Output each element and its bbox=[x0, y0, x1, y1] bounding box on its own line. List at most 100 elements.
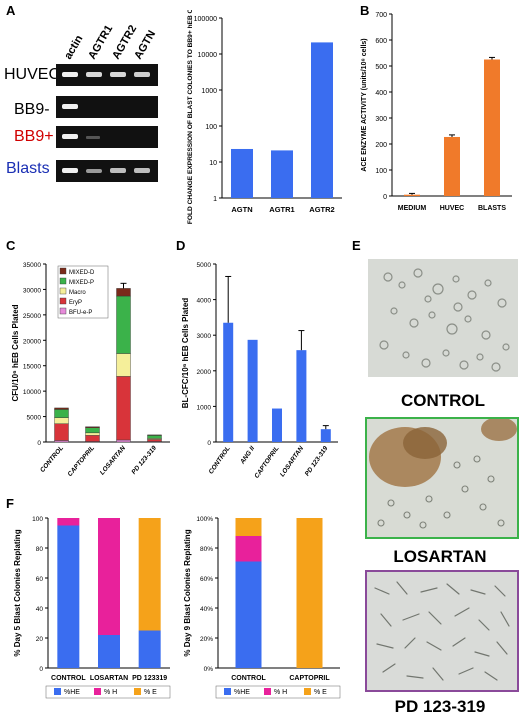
y-tick-label: 200 bbox=[375, 142, 387, 149]
legend-label: BFU-e-P bbox=[69, 310, 92, 316]
x-tick-label: AGTN bbox=[231, 205, 252, 214]
stacked-bar-segment bbox=[57, 518, 80, 526]
bar bbox=[271, 150, 293, 198]
x-tick-label: CAPTOPRIL bbox=[67, 445, 96, 478]
stacked-bar-segment bbox=[116, 439, 131, 443]
y-axis-title: ACE ENZYME ACTIVITY (units/10⁸ cells) bbox=[361, 38, 368, 171]
y-tick-label: 15000 bbox=[23, 364, 41, 371]
micrograph-caption-pd123319: PD 123-319 bbox=[394, 697, 486, 716]
stacked-bar-segment bbox=[116, 295, 131, 354]
x-tick-label: MEDIUM bbox=[398, 205, 427, 212]
legend-swatch bbox=[304, 688, 311, 695]
bar bbox=[311, 42, 333, 199]
legend-label: MIXED-P bbox=[69, 280, 94, 286]
y-tick-label: 1000 bbox=[197, 404, 212, 411]
legend-swatch bbox=[224, 688, 231, 695]
gel-row-label-blasts: Blasts bbox=[6, 160, 50, 177]
chart-b-ace-activity: 0 100 200 300 400 500 600 700 ACE ENZYME ACTIVIT… bbox=[361, 12, 512, 212]
x-tick-label: CONTROL bbox=[231, 675, 266, 682]
y-tick-label: 60 bbox=[36, 576, 44, 583]
chart-d-bl-cfc: 0 1000 2000 3000 4000 5000 BL-CFC/10⁶ hEB Cell… bbox=[181, 262, 338, 480]
x-tick-label: PD 123-319 bbox=[304, 445, 330, 478]
y-tick-label: 2000 bbox=[197, 369, 212, 376]
legend-label: % E bbox=[314, 689, 327, 696]
stacked-bar-segment bbox=[54, 440, 69, 443]
legend-swatch bbox=[59, 307, 67, 315]
x-tick-label: CONTROL bbox=[51, 675, 86, 682]
y-axis-title: % Day 9 Blast Colonies Replating bbox=[183, 529, 192, 656]
legend-swatch bbox=[54, 688, 61, 695]
chart-f-day5: 0 20 40 60 80 100 % Day 5 Blast Colonies Repla… bbox=[13, 516, 171, 699]
y-tick-label: 100 bbox=[375, 168, 387, 175]
x-tick-label: CAPTOPRIL bbox=[289, 675, 330, 682]
y-tick-label: 80% bbox=[200, 546, 213, 553]
x-tick-label: AGTR2 bbox=[309, 205, 334, 214]
stacked-bar-segment bbox=[147, 435, 162, 439]
bar bbox=[320, 429, 331, 442]
legend-label: %HE bbox=[234, 689, 250, 696]
stacked-bar-segment bbox=[54, 423, 69, 441]
panel-letter-f: F bbox=[6, 496, 14, 511]
x-tick-label: BLASTS bbox=[478, 205, 506, 212]
y-tick-label: 0 bbox=[37, 440, 41, 447]
y-tick-label: 1000 bbox=[201, 88, 217, 95]
panel-letter-e: E bbox=[352, 238, 361, 253]
gel-image bbox=[56, 64, 158, 182]
y-tick-label: 1 bbox=[213, 196, 217, 203]
bar bbox=[272, 408, 282, 442]
y-tick-label: 30000 bbox=[23, 287, 41, 294]
y-tick-label: 100% bbox=[196, 516, 213, 523]
legend-label: % H bbox=[104, 689, 117, 696]
y-tick-label: 25000 bbox=[23, 313, 41, 320]
y-tick-label: 3000 bbox=[197, 333, 212, 340]
stacked-bar-segment bbox=[98, 635, 120, 668]
y-tick-label: 0% bbox=[204, 666, 214, 673]
y-tick-label: 20 bbox=[36, 636, 44, 643]
stacked-bar-segment bbox=[85, 426, 100, 428]
panel-letter-b: B bbox=[360, 3, 370, 18]
legend-label: MIXED-D bbox=[69, 270, 95, 276]
x-tick-label: CONTROL bbox=[39, 445, 65, 474]
y-tick-label: 5000 bbox=[197, 262, 212, 269]
bar bbox=[247, 339, 258, 442]
x-tick-label: LOSARTAN bbox=[279, 445, 305, 478]
gel-column-labels: actin AGTR1 AGTR2 AGTN bbox=[62, 23, 158, 61]
stacked-bar-segment bbox=[147, 434, 162, 436]
bar bbox=[231, 148, 253, 198]
x-tick-label: ANG II bbox=[239, 445, 257, 466]
legend-label: Macro bbox=[69, 290, 86, 296]
micrograph-control bbox=[368, 259, 518, 377]
stacked-bar-segment bbox=[235, 518, 262, 536]
gel-column-actin: actin bbox=[62, 33, 85, 61]
y-tick-label: 35000 bbox=[23, 262, 41, 269]
legend-label: %HE bbox=[64, 689, 80, 696]
legend-swatch bbox=[59, 277, 67, 285]
panel-letter-a: A bbox=[6, 3, 16, 18]
x-tick-label: LOSARTAN bbox=[99, 445, 127, 477]
legend-swatch bbox=[59, 267, 67, 275]
micrograph-caption-losartan: LOSARTAN bbox=[393, 547, 487, 566]
micrograph-losartan bbox=[365, 417, 519, 539]
legend-swatch bbox=[59, 287, 67, 295]
y-tick-label: 20% bbox=[200, 636, 213, 643]
legend-swatch bbox=[134, 688, 141, 695]
legend-swatch bbox=[94, 688, 101, 695]
stacked-bar-segment bbox=[54, 409, 69, 418]
chart-c-cfu-stacked: 0 5000 10000 15000 20000 25000 30000 35000 CFU/1… bbox=[11, 262, 170, 478]
legend-label: % E bbox=[144, 689, 157, 696]
y-axis-title: FOLD CHANGE EXPRESSION OF BLAST COLONIES… bbox=[187, 10, 194, 224]
stacked-bar-segment bbox=[138, 518, 161, 631]
y-tick-label: 10 bbox=[209, 160, 217, 167]
stacked-bar-segment bbox=[138, 630, 161, 668]
gel-row-label-bb9-minus: BB9- bbox=[14, 101, 50, 118]
stacked-bar-segment bbox=[235, 561, 262, 668]
x-tick-label: PD 123-319 bbox=[130, 445, 158, 476]
y-tick-label: 60% bbox=[200, 576, 213, 583]
x-tick-label: PD 123319 bbox=[132, 675, 167, 682]
y-tick-label: 10000 bbox=[23, 389, 41, 396]
y-tick-label: 10000 bbox=[198, 52, 218, 59]
y-tick-label: 80 bbox=[36, 546, 44, 553]
panel-letter-d: D bbox=[176, 238, 186, 253]
stacked-bar-segment bbox=[235, 536, 262, 562]
legend-label: % H bbox=[274, 689, 287, 696]
